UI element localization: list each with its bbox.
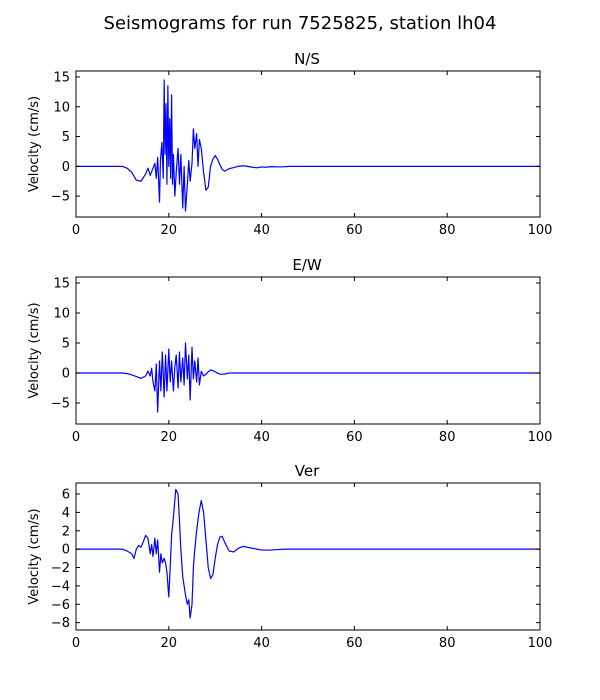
ew-ytick-label: 15 [53, 277, 70, 292]
ver-xtick-label: 40 [253, 636, 270, 651]
ns-panel-title: N/S [294, 50, 320, 68]
ew-ylabel: Velocity (cm/s) [27, 302, 42, 398]
ver-xtick-label: 60 [346, 636, 363, 651]
ew-xtick-label: 100 [528, 430, 553, 445]
ver-ytick-label: 6 [62, 488, 70, 503]
ver-xtick-label: 0 [72, 636, 80, 651]
ver-axes-frame [75, 482, 541, 631]
ns-xtick-label: 40 [253, 223, 270, 238]
ns-xtick-label: 0 [72, 223, 80, 238]
ew-xtick-label: 20 [161, 430, 178, 445]
ver-ytick-label: 4 [62, 506, 70, 521]
ver-xtick-label: 80 [439, 636, 456, 651]
ew-panel-title: E/W [292, 256, 322, 274]
ver-panel-title: Ver [295, 462, 320, 480]
ver-ytick-label: 0 [62, 543, 70, 558]
ver-ylabel: Velocity (cm/s) [27, 508, 42, 604]
ver-xtick-label: 20 [161, 636, 178, 651]
ns-panel: N/S 0 20 40 60 80 100 −5 0 5 10 15 Velocity (cm/s) [27, 50, 552, 238]
ver-ytick-label: 2 [62, 524, 70, 539]
ns-ylabel: Velocity (cm/s) [27, 96, 42, 192]
ver-ytick-label: −4 [51, 579, 70, 594]
ew-xtick-label: 60 [346, 430, 363, 445]
ew-ytick-label: 5 [62, 337, 70, 352]
ew-series-line-0 [76, 342, 540, 413]
ns-ytick-label: −5 [51, 190, 70, 205]
ew-axes-frame [75, 276, 541, 425]
ns-ytick-label: 0 [62, 160, 70, 175]
ns-xtick-label: 80 [439, 223, 456, 238]
ew-xtick-label: 0 [72, 430, 80, 445]
ver-panel: Ver 0 20 40 60 80 100 −8 −6 −4 −2 0 2 4 6 Velocity (cm… [27, 462, 552, 651]
ew-ytick-label: 0 [62, 367, 70, 382]
ns-axes-frame [75, 70, 541, 218]
ver-xtick-label: 100 [528, 636, 553, 651]
ver-ytick-label: −6 [51, 598, 70, 613]
ns-ytick-label: 10 [53, 100, 70, 115]
ew-ytick-label: −5 [51, 397, 70, 412]
ew-xtick-label: 80 [439, 430, 456, 445]
ns-xtick-label: 100 [528, 223, 553, 238]
ew-panel: E/W 0 20 40 60 80 100 −5 0 5 10 15 Velocity (cm/s) [27, 256, 552, 445]
ver-series-line-0 [76, 488, 540, 619]
ew-xtick-label: 40 [253, 430, 270, 445]
ver-ytick-label: −2 [51, 561, 70, 576]
ns-xtick-label: 60 [346, 223, 363, 238]
ns-ytick-label: 5 [62, 130, 70, 145]
ns-xtick-label: 20 [161, 223, 178, 238]
ver-ytick-label: −8 [51, 616, 70, 631]
ns-series-line-0 [76, 79, 540, 212]
figure-title: Seismograms for run 7525825, station lh0… [104, 13, 497, 34]
ew-ytick-label: 10 [53, 307, 70, 322]
ns-ytick-label: 15 [53, 70, 70, 85]
